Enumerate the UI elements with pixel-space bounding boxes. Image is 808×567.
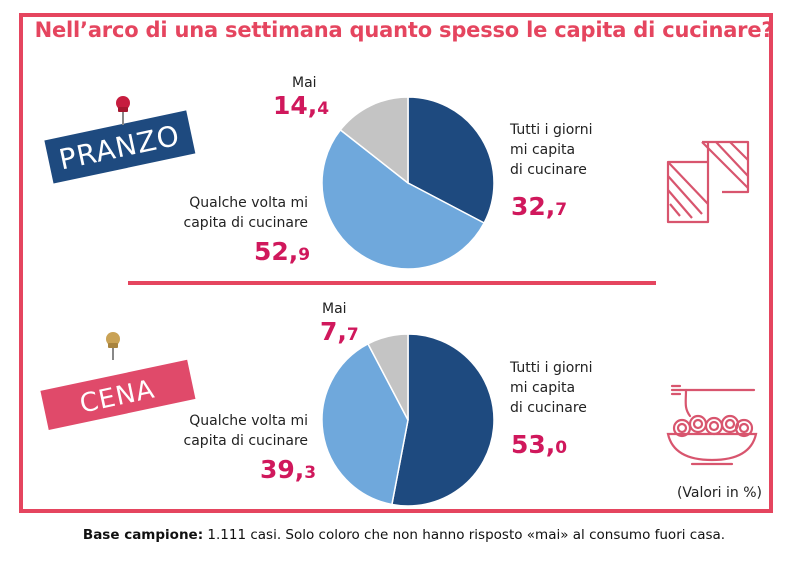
qualche-line1: Qualche volta mi [189, 413, 308, 429]
pushpin-icon [106, 332, 120, 360]
tutti-line3: di cucinare [510, 400, 587, 416]
cena-qualche-value-int: 39, [260, 455, 305, 484]
pranzo-pie-chart [321, 96, 495, 270]
cena-tutti-label: Tutti i giorni mi capita di cucinare [510, 358, 593, 418]
pranzo-qualche-value: 52,9 [254, 238, 310, 269]
slice-tutti [391, 333, 495, 507]
cena-tutti-value-int: 53, [511, 430, 556, 459]
pranzo-qualche-label: Qualche volta mi capita di cucinare [180, 193, 308, 233]
pasta-bowl-icon [666, 384, 758, 466]
cena-tutti-value-dec: 0 [555, 438, 568, 458]
tutti-line1: Tutti i giorni [510, 122, 593, 138]
tutti-line1: Tutti i giorni [510, 360, 593, 376]
pranzo-sign: PRANZO [44, 110, 196, 184]
cena-qualche-value-dec: 3 [304, 463, 317, 483]
section-divider [128, 281, 656, 285]
pranzo-qualche-value-dec: 9 [298, 245, 311, 265]
qualche-line2: capita di cucinare [183, 433, 308, 449]
qualche-line1: Qualche volta mi [189, 195, 308, 211]
pranzo-tutti-label: Tutti i giorni mi capita di cucinare [510, 120, 593, 180]
base-label: Base campione: [82, 527, 204, 543]
cena-mai-value-dec: 7 [346, 325, 359, 345]
tutti-line3: di cucinare [510, 162, 587, 178]
slice-mai [366, 333, 409, 421]
cena-tutti-value: 53,0 [511, 431, 567, 462]
slice-qualche [321, 128, 486, 270]
cena-qualche-value: 39,3 [260, 456, 316, 487]
tutti-line2: mi capita [510, 380, 576, 396]
cena-qualche-label: Qualche volta mi capita di cucinare [180, 411, 308, 451]
base-note: Base campione: 1.111 casi. Solo coloro c… [0, 527, 808, 543]
cena-mai-label: Mai [322, 301, 347, 317]
cena-sign: CENA [40, 359, 196, 431]
cena-mai-value-int: 7, [320, 317, 347, 346]
pushpin-icon [116, 96, 130, 125]
pranzo-tutti-value-int: 32, [511, 192, 556, 221]
pranzo-mai-value-dec: 4 [317, 99, 330, 119]
qualche-line2: capita di cucinare [183, 215, 308, 231]
sandwich-icon [666, 140, 750, 224]
tutti-line2: mi capita [510, 142, 576, 158]
slice-tutti [407, 96, 495, 225]
base-text: 1.111 casi. Solo coloro che non hanno ri… [203, 527, 726, 543]
slice-qualche [321, 342, 409, 506]
chart-title: Nell’arco di una settimana quanto spesso… [34, 18, 774, 42]
values-note: (Valori in %) [676, 485, 762, 501]
pranzo-tutti-value-dec: 7 [555, 200, 568, 220]
cena-pie-chart [321, 333, 495, 507]
pranzo-mai-label: Mai [292, 75, 317, 91]
pranzo-mai-value-int: 14, [273, 91, 318, 120]
pranzo-mai-value: 14,4 [273, 92, 329, 123]
slice-mai [339, 96, 409, 185]
cena-mai-value: 7,7 [320, 318, 359, 349]
pranzo-qualche-value-int: 52, [254, 237, 299, 266]
pranzo-tutti-value: 32,7 [511, 193, 567, 224]
